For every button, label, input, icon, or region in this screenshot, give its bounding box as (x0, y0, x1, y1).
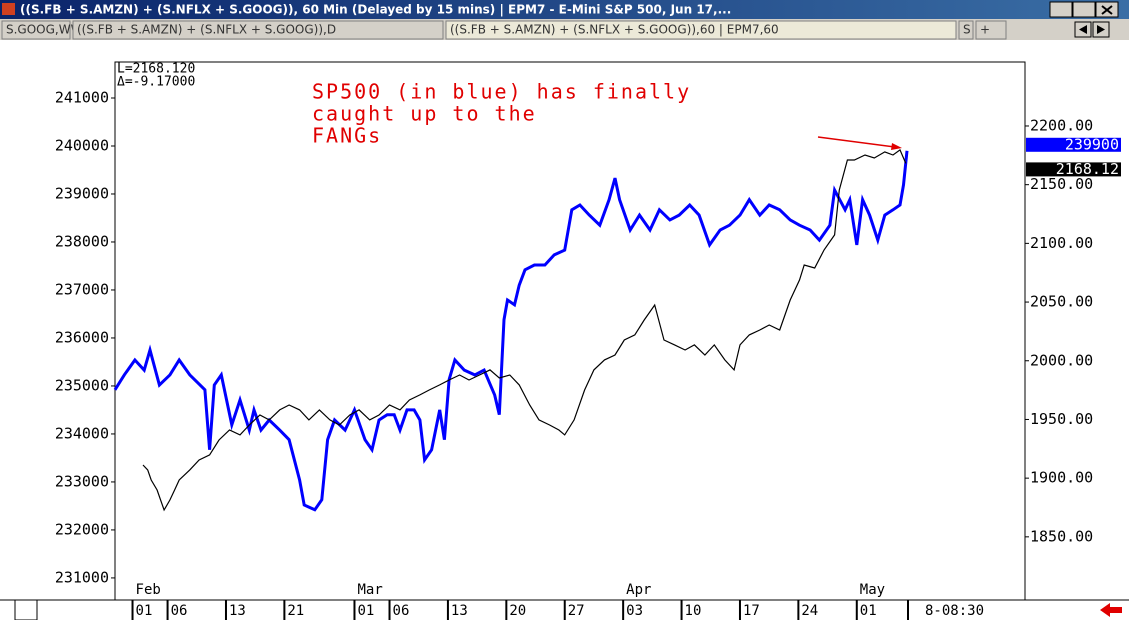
x-tick-label: 06 (171, 603, 188, 619)
x-tick-label: 01 (860, 603, 877, 619)
x-tick-label: 17 (743, 603, 760, 619)
corner-box (14, 599, 38, 620)
tab[interactable] (975, 20, 1007, 40)
nav-arrow[interactable] (1100, 603, 1122, 617)
y-tick-label: 234000 (55, 424, 109, 442)
info-text: L=2168.120 (117, 62, 195, 77)
y-tick-label: 241000 (55, 88, 109, 106)
annotation: FANGs (312, 124, 382, 148)
title-bar (0, 0, 1129, 19)
y-tick-label: 233000 (55, 472, 109, 490)
last-value-label: 239900 (1065, 135, 1119, 153)
tab-label: + (980, 23, 990, 37)
maximize-button[interactable] (1072, 1, 1096, 18)
y-tick-label: 237000 (55, 280, 109, 298)
y2-tick-label: 1900.00 (1030, 469, 1093, 487)
y-tick-label: 232000 (55, 520, 109, 538)
tabs: S.GOOG,WW((S.FB + S.AMZN) + (S.NFLX + S.… (1, 20, 1007, 40)
x-tick-label: 13 (229, 603, 246, 619)
plot-area (114, 61, 1026, 601)
chart: 231000 232000 233000 234000 235000 236000 2370… (0, 61, 1129, 620)
y-tick-label: 238000 (55, 232, 109, 250)
y-tick-label: 236000 (55, 328, 109, 346)
y2-tick-label: 2000.00 (1030, 351, 1093, 369)
x-tick-label: 20 (509, 603, 526, 619)
y-tick-label: 240000 (55, 136, 109, 154)
x-tick-label: 01 (357, 603, 374, 619)
y-tick-label: 239000 (55, 184, 109, 202)
y2-tick-label: 2150.00 (1030, 175, 1093, 193)
x-tick-label: 13 (451, 603, 468, 619)
y-tick-label: 235000 (55, 376, 109, 394)
x-tick-label: 06 (393, 603, 410, 619)
month-label: Apr (626, 582, 651, 598)
x-tick-label: 24 (801, 603, 818, 619)
tab[interactable] (72, 20, 444, 40)
last-value-label: 2168.12 (1056, 160, 1119, 178)
x-tick-label: 01 (136, 603, 153, 619)
last-value-box (1026, 137, 1121, 152)
y2-tick-label: 2200.00 (1030, 116, 1093, 134)
month-label: Feb (136, 582, 161, 598)
tab[interactable] (1, 20, 71, 40)
tab[interactable] (958, 20, 974, 40)
y2-tick-label: 1850.00 (1030, 527, 1093, 545)
y2-tick-label: 1950.00 (1030, 410, 1093, 428)
window-title: ((S.FB + S.AMZN) + (S.NFLX + S.GOOG)), 6… (20, 3, 731, 17)
x-tick-label: 27 (568, 603, 585, 619)
series-line (142, 148, 907, 512)
tab-label: ((S.FB + S.AMZN) + (S.NFLX + S.GOOG)),D (77, 23, 336, 37)
tab-label: S (963, 23, 971, 37)
arrow-icon (1097, 25, 1105, 34)
last-value-box (1026, 162, 1121, 177)
annotation: caught up to the (312, 102, 537, 126)
x-tick-label: 03 (626, 603, 643, 619)
time-label: 8-08:30 (925, 603, 984, 619)
annotation: SP500 (in blue) has finally (312, 80, 691, 104)
app-icon (2, 3, 15, 15)
series-line (113, 150, 909, 512)
arrow-icon (1079, 25, 1087, 34)
window-buttons[interactable] (1049, 1, 1119, 18)
info-text: Δ=-9.17000 (117, 75, 195, 90)
y-tick-label: 231000 (55, 568, 109, 586)
close-icon (1101, 5, 1113, 15)
annotation-arrow (817, 136, 896, 148)
tab[interactable] (445, 20, 957, 40)
arrow-head (891, 143, 902, 150)
x-tick-label: 10 (685, 603, 702, 619)
minimize-button[interactable] (1049, 1, 1073, 18)
x-tick-label: 21 (287, 603, 304, 619)
month-label: May (860, 582, 885, 598)
tab-label: ((S.FB + S.AMZN) + (S.NFLX + S.GOOG)),60… (450, 23, 779, 37)
month-label: Mar (357, 582, 382, 598)
y2-tick-label: 2050.00 (1030, 293, 1093, 311)
tab-label: S.GOOG,WW (6, 23, 83, 37)
y2-tick-label: 2100.00 (1030, 234, 1093, 252)
